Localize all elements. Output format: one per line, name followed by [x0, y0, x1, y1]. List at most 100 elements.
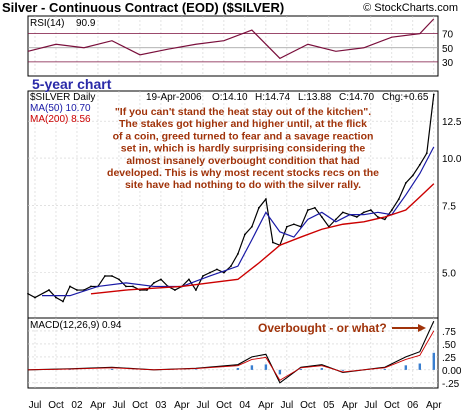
x-axis-label: 02	[71, 400, 83, 411]
ma200-legend: MA(200) 8.56	[30, 114, 91, 125]
price-point	[188, 278, 190, 281]
macd-hist-bar	[264, 364, 268, 370]
price-point	[306, 209, 309, 211]
price-point	[376, 216, 379, 218]
price-annotation-line: "If you can't stand the heat stay out of…	[115, 106, 371, 118]
ohlc-high: H:14.74	[255, 92, 290, 103]
price-point	[230, 265, 232, 268]
x-axis-label: Apr	[426, 400, 442, 411]
caption-5year: 5-year chart	[32, 76, 112, 92]
x-axis-label: Oct	[132, 400, 148, 411]
price-point	[390, 209, 393, 211]
price-point	[48, 289, 50, 291]
x-axis-label: Jul	[113, 400, 126, 411]
price-point	[216, 268, 218, 271]
ohlc-date: 19-Apr-2006	[146, 92, 202, 103]
price-point	[313, 206, 316, 209]
price-point	[404, 182, 407, 184]
price-point	[111, 275, 113, 277]
price-tick-label: 12.5	[442, 117, 462, 128]
rsi-tick-label: 30	[442, 58, 454, 69]
price-symbol-label: $SILVER Daily	[30, 92, 95, 103]
price-point	[397, 198, 400, 201]
macd-annotation: Overbought - or what?	[258, 321, 387, 335]
price-point	[236, 252, 239, 255]
price-annotation-line: set in, which is hardly surprising consi…	[121, 143, 366, 155]
price-point	[292, 223, 295, 226]
price-point	[195, 289, 197, 291]
price-point	[341, 211, 344, 214]
ma200-line	[90, 183, 435, 295]
macd-signal-line	[27, 330, 435, 381]
price-point	[320, 216, 323, 218]
x-axis-label: 06	[407, 400, 419, 411]
price-point	[271, 241, 274, 244]
price-tick-label: 7.5	[442, 202, 456, 213]
macd-tick-label: 0.00	[442, 366, 462, 377]
price-point	[76, 289, 78, 291]
x-axis-label: Jul	[29, 400, 42, 411]
ma50-legend: MA(50) 10.70	[30, 103, 91, 114]
x-axis-label: Apr	[258, 400, 274, 411]
price-point	[90, 285, 92, 288]
price-point	[69, 285, 71, 288]
x-axis-label: Oct	[384, 400, 400, 411]
x-axis-label: Oct	[48, 400, 64, 411]
price-point	[418, 163, 421, 166]
price-point	[411, 174, 414, 177]
price-line	[27, 94, 435, 303]
macd-hist-bar	[432, 352, 436, 370]
macd-tick-label: -.25	[442, 379, 460, 390]
panel-frame-macd	[27, 317, 439, 389]
price-point	[202, 275, 204, 277]
price-point	[153, 281, 155, 284]
macd-hist-bar	[299, 368, 303, 370]
price-point	[27, 292, 29, 295]
macd-hist-bar	[404, 365, 408, 370]
price-tick-label: 10.0	[442, 154, 462, 165]
macd-hist-bar	[341, 369, 345, 371]
rsi-tick-label: 70	[442, 30, 454, 41]
x-axis-label: Jul	[280, 400, 293, 411]
price-tick-label: 5.0	[442, 269, 456, 280]
macd-hist-bar	[194, 369, 198, 370]
macd-hist-bar	[250, 365, 254, 370]
price-point	[62, 300, 64, 303]
price-point	[34, 296, 36, 299]
ma50-line	[41, 146, 435, 297]
rsi-label: RSI(14)	[30, 18, 64, 29]
price-annotation-line: of a coin, greed turned to fear and a sa…	[113, 130, 374, 142]
rsi-value: 90.9	[76, 18, 96, 29]
price-point	[369, 209, 372, 211]
price-point	[383, 218, 386, 221]
x-axis-label: Jul	[197, 400, 210, 411]
price-point	[104, 275, 106, 277]
x-axis-label: 03	[155, 400, 167, 411]
x-axis-label: Apr	[174, 400, 190, 411]
x-axis-label: 04	[239, 400, 251, 411]
macd-hist-bar	[278, 369, 282, 375]
macd-hist-bar	[236, 368, 240, 370]
price-point	[132, 285, 134, 288]
price-point	[174, 289, 176, 291]
price-point	[55, 296, 57, 299]
macd-tick-label: .25	[442, 353, 456, 364]
macd-hist-bar	[418, 363, 422, 370]
price-annotation-line: The stakes got higher and higher until, …	[119, 118, 367, 130]
ohlc-change: Chg:+0.65	[382, 92, 429, 103]
price-point	[257, 206, 260, 209]
macd-label: MACD(12,26,9)	[30, 320, 99, 331]
rsi-line	[27, 18, 435, 60]
price-point	[432, 93, 435, 96]
price-point	[285, 225, 288, 228]
macd-hist-bar	[110, 368, 114, 370]
macd-hist-bar	[383, 368, 387, 370]
macd-arrow-head	[418, 324, 426, 332]
x-axis-label: Apr	[342, 400, 358, 411]
price-annotation-line: developed. This is why most recent stock…	[107, 167, 379, 179]
ohlc-open: O:14.10	[212, 92, 248, 103]
price-annotation-line: almost insanely overbought condition tha…	[126, 155, 359, 167]
price-point	[118, 278, 120, 281]
